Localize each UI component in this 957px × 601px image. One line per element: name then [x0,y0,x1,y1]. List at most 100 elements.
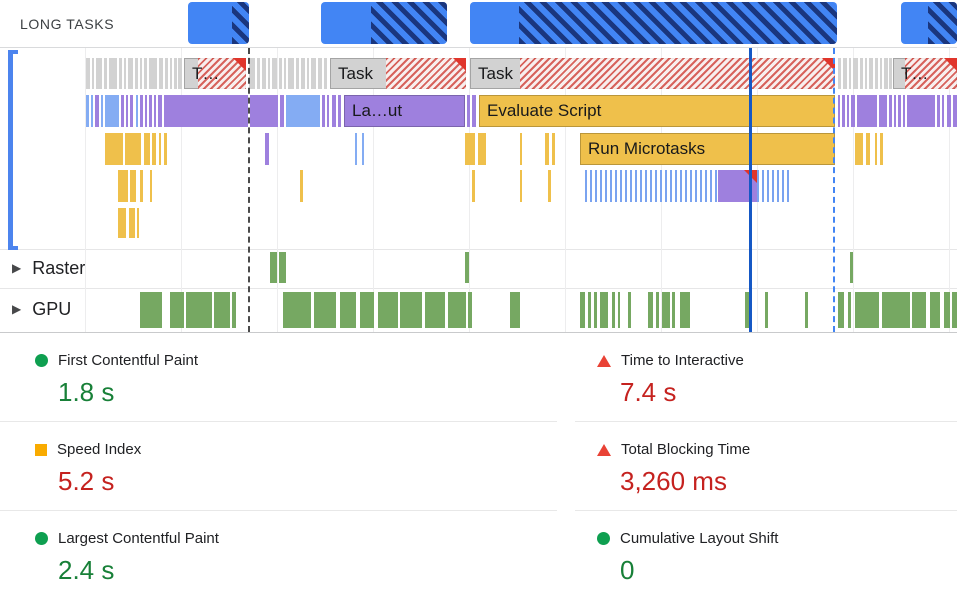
gpu-activity-bar[interactable] [672,292,675,328]
flame-bar[interactable] [552,133,555,165]
flame-bar[interactable] [300,170,303,202]
flame-bar[interactable] [118,208,126,238]
flame-bar[interactable] [355,133,357,165]
flame-bar[interactable] [296,58,299,89]
gpu-activity-bar[interactable] [680,292,690,328]
gpu-activity-bar[interactable] [805,292,808,328]
flame-bar[interactable] [875,133,877,165]
flame-bar[interactable] [130,170,136,202]
flame-bar[interactable] [879,95,887,127]
gpu-activity-bar[interactable] [588,292,591,328]
gpu-activity-bar[interactable] [648,292,653,328]
flame-bar[interactable] [288,58,294,89]
flame-bar[interactable] [126,95,128,127]
flame-bar[interactable] [250,95,278,127]
gpu-activity-bar[interactable] [580,292,585,328]
gpu-activity-bar[interactable] [214,292,230,328]
raster-activity-bar[interactable] [850,252,853,283]
raster-activity-bar[interactable] [279,252,286,283]
gpu-activity-bar[interactable] [468,292,472,328]
flame-bar-run-microtasks[interactable]: Run Microtasks [580,133,835,165]
flame-bar[interactable] [178,58,182,89]
flame-bar[interactable] [545,133,549,165]
flame-bar[interactable] [520,170,522,202]
gpu-activity-bar[interactable] [745,292,750,328]
flame-bar-evaluate-script[interactable]: Evaluate Script [479,95,835,127]
gpu-activity-bar[interactable] [848,292,851,328]
flame-bar[interactable] [520,133,522,165]
flame-bar[interactable] [898,95,901,127]
gpu-activity-bar[interactable] [628,292,631,328]
flame-bar[interactable] [869,58,873,89]
flame-bar[interactable] [907,95,935,127]
flame-bar[interactable] [272,58,277,89]
flame-bar[interactable] [164,95,248,127]
flame-bar[interactable] [860,58,863,89]
flame-bar[interactable] [257,58,260,89]
gpu-activity-bar[interactable] [340,292,356,328]
flame-bar[interactable] [301,58,305,89]
flame-bar[interactable] [853,58,858,89]
gpu-activity-bar[interactable] [594,292,597,328]
flame-bar[interactable] [86,95,89,127]
gpu-activity-bar[interactable] [912,292,926,328]
flame-bar[interactable] [136,95,138,127]
flame-bar[interactable] [95,95,99,127]
flame-bar[interactable] [92,58,94,89]
flame-bar[interactable] [109,58,117,89]
flame-bar[interactable] [875,58,878,89]
flame-bar[interactable] [472,170,475,202]
flame-bar[interactable] [249,58,255,89]
flame-bar[interactable] [332,95,336,127]
gpu-activity-bar[interactable] [510,292,520,328]
flame-bar[interactable] [140,170,143,202]
long-task-bar[interactable] [188,2,249,44]
flame-bar[interactable] [159,58,163,89]
flame-bar[interactable] [118,170,128,202]
flame-bar[interactable] [91,95,93,127]
flame-bar[interactable] [154,95,156,127]
gpu-activity-bar[interactable] [600,292,608,328]
gpu-activity-bar[interactable] [765,292,768,328]
flame-chart[interactable]: ▶ Raster ▶ GPU T… Task Task T… La…ut Evaluate… [0,48,957,333]
flame-bar-la-ut[interactable]: La…ut [344,95,465,127]
flame-bar[interactable] [884,58,888,89]
gpu-activity-bar[interactable] [170,292,184,328]
flame-bar[interactable] [757,170,792,202]
flame-bar[interactable] [144,133,150,165]
gpu-activity-bar[interactable] [612,292,615,328]
gpu-activity-bar[interactable] [400,292,422,328]
flame-bar[interactable] [149,58,157,89]
flame-bar[interactable] [942,95,944,127]
gpu-activity-bar[interactable] [618,292,620,328]
flame-bar[interactable] [158,95,162,127]
flame-bar[interactable] [164,133,167,165]
flame-bar[interactable] [472,95,476,127]
gpu-activity-bar[interactable] [930,292,940,328]
flame-bar[interactable] [903,95,905,127]
gpu-activity-bar[interactable] [140,292,162,328]
flame-bar[interactable] [128,58,133,89]
flame-bar-task[interactable]: Task [470,58,835,89]
gpu-activity-bar[interactable] [425,292,445,328]
flame-bar[interactable] [279,58,282,89]
flame-bar[interactable] [947,95,951,127]
flame-bar[interactable] [849,58,851,89]
gpu-activity-bar[interactable] [378,292,398,328]
flame-bar[interactable] [124,58,126,89]
gpu-activity-bar[interactable] [283,292,311,328]
flame-bar[interactable] [140,58,142,89]
raster-activity-bar[interactable] [270,252,277,283]
flame-bar-task[interactable]: Task [330,58,466,89]
flame-bar[interactable] [152,133,156,165]
flame-bar[interactable] [140,95,143,127]
gpu-activity-bar[interactable] [944,292,950,328]
gpu-activity-bar[interactable] [656,292,659,328]
flame-bar[interactable] [265,133,269,165]
gpu-activity-bar[interactable] [838,292,844,328]
gpu-activity-bar[interactable] [314,292,336,328]
flame-bar[interactable] [322,95,325,127]
raster-activity-bar[interactable] [465,252,469,283]
gpu-track-header[interactable]: ▶ GPU [12,295,71,323]
gpu-activity-bar[interactable] [662,292,670,328]
